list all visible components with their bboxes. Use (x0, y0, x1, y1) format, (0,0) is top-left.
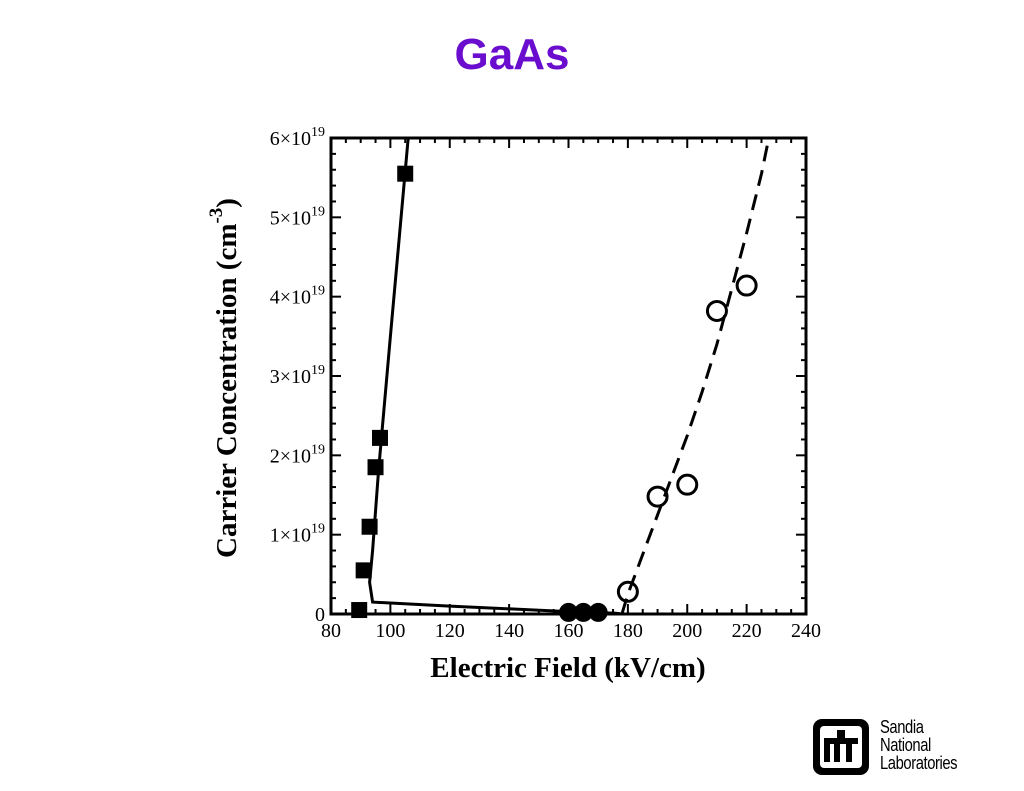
y-tick-exponent: 19 (311, 442, 325, 457)
open-circle-marker (705, 299, 728, 322)
open-circle-marker (616, 580, 639, 603)
data-markers (351, 165, 758, 622)
y-tick-mantissa: 0 (315, 604, 325, 626)
y-axis-label-sup: -3 (206, 208, 227, 224)
y-tick-exponent: 19 (311, 284, 325, 299)
y-tick-exponent: 19 (311, 363, 325, 378)
y-tick-label: 2×1019 (270, 442, 325, 467)
x-tick-label: 200 (672, 620, 702, 642)
x-axis-ticks: 80 100 120 140 160 180 200 220 240 (321, 138, 821, 642)
square-marker (351, 602, 368, 619)
y-axis-label-main: Carrier Concentration (cm (211, 224, 243, 558)
logo-text: Sandia National Laboratories (880, 717, 958, 773)
x-tick-label: 100 (375, 620, 405, 642)
open-circle-marker (735, 274, 758, 297)
y-tick-mantissa: 1×10 (270, 525, 311, 547)
curve-solid (368, 138, 623, 614)
chart: 80 100 120 140 160 180 200 220 240 01×10192×1019… (206, 125, 821, 684)
y-tick-mantissa: 3×10 (270, 366, 311, 388)
y-axis-label-close: ) (211, 198, 243, 208)
sandia-thunderbird-icon (813, 719, 869, 775)
x-tick-label: 240 (791, 620, 821, 642)
y-tick-exponent: 19 (311, 204, 325, 219)
logo-line-3: Laboratories (880, 753, 958, 773)
open-circle-marker (676, 473, 699, 496)
x-tick-label: 160 (554, 620, 584, 642)
y-tick-mantissa: 5×10 (270, 207, 311, 229)
square-marker (355, 562, 372, 579)
y-tick-exponent: 19 (311, 125, 325, 140)
fit-curves (368, 138, 771, 614)
y-tick-label: 6×1019 (270, 125, 325, 150)
x-tick-label: 140 (494, 620, 524, 642)
sandia-logo: Sandia National Laboratories (810, 716, 980, 780)
y-tick-mantissa: 4×10 (270, 287, 311, 309)
y-tick-label: 0 (315, 604, 325, 626)
x-tick-label: 120 (435, 620, 465, 642)
y-tick-label: 1×1019 (270, 522, 325, 547)
y-tick-mantissa: 6×10 (270, 128, 311, 150)
logo-line-1: Sandia (880, 717, 924, 737)
x-tick-label: 80 (321, 620, 341, 642)
open-circle-marker (646, 485, 669, 508)
square-marker (361, 518, 378, 535)
x-tick-label: 220 (732, 620, 762, 642)
logo-line-2: National (880, 735, 931, 755)
y-tick-label: 5×1019 (270, 204, 325, 229)
y-tick-mantissa: 2×10 (270, 445, 311, 467)
slide-title: GaAs (454, 30, 570, 79)
square-marker (367, 459, 384, 476)
y-tick-label: 4×1019 (270, 284, 325, 309)
y-axis-label: Carrier Concentration (cm-3) (206, 198, 243, 558)
y-tick-exponent: 19 (311, 522, 325, 537)
square-marker (397, 165, 414, 182)
square-marker (371, 429, 388, 446)
curve-dashed (620, 138, 771, 614)
y-tick-label: 3×1019 (270, 363, 325, 388)
x-tick-label: 180 (613, 620, 643, 642)
x-axis-label: Electric Field (kV/cm) (430, 652, 705, 684)
